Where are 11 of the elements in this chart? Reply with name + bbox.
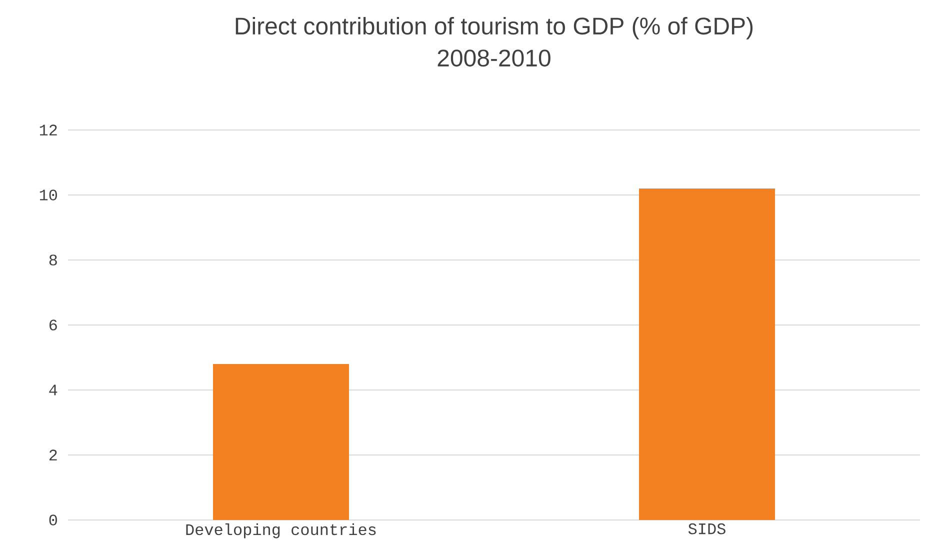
y-tick-label: 12 [40, 124, 57, 136]
y-tick-label: 8 [49, 254, 57, 266]
x-tick-label: Developing countries [186, 523, 376, 538]
chart-subtitle: 2008-2010 [438, 50, 550, 67]
y-tick-label: 6 [50, 320, 57, 330]
x-tick-label: SIDS [688, 523, 726, 534]
y-tick-label: 2 [49, 450, 57, 460]
y-tick-label: 4 [49, 384, 58, 396]
y-tick-label: 10 [40, 190, 57, 200]
chart-title: Direct contribution of tourism to GDP (% of GDP) [236, 16, 753, 40]
y-tick-label: 0 [49, 514, 57, 526]
